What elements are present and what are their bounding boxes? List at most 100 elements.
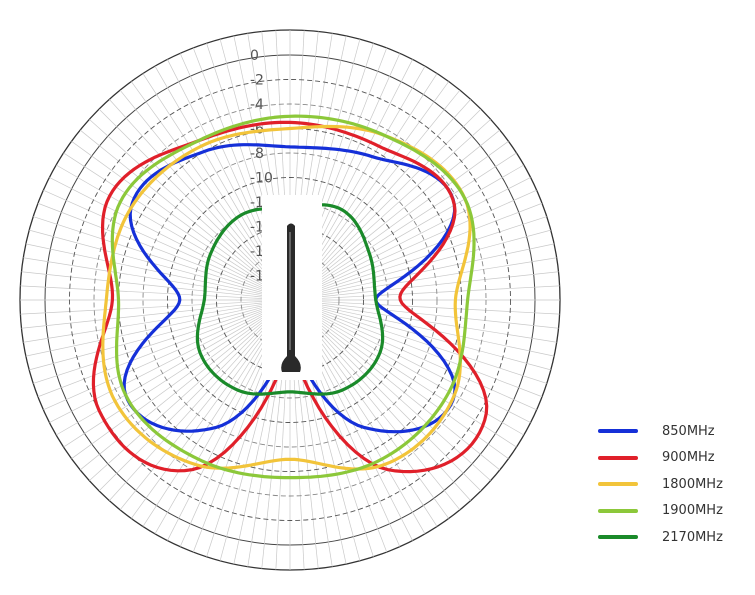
spoke-line [23,302,271,343]
grid-ring [191,201,389,399]
spoke-line [304,119,491,287]
series-line-2170MHz [195,203,385,396]
spoke-line [308,306,543,398]
spoke-line [303,99,471,286]
spoke-line [98,108,277,287]
spoke-line [309,285,560,300]
spoke-line [309,300,560,315]
legend-swatch-1800 [598,482,638,487]
spoke-line [303,108,482,287]
legend-label-2170: 2170MHz [662,529,723,545]
legend-item: 2170MHz [598,524,748,551]
grid-ring [167,177,413,423]
spoke-line [131,81,279,285]
spoke-line [300,316,438,527]
spoke-line [21,271,271,299]
legend-label-850: 850MHz [662,423,715,439]
tick-label: -2 [250,73,264,89]
spoke-line [98,313,277,492]
spoke-line [305,129,501,288]
spoke-line [89,119,276,287]
spoke-line [49,177,273,292]
spoke-line [309,257,557,298]
spoke-line [49,308,273,423]
spoke-line [306,310,517,448]
spoke-line [309,243,555,297]
spoke-line [33,305,272,384]
spoke-line [20,300,271,315]
spoke-line [309,303,555,357]
tick-label: 0 [250,48,259,64]
spoke-line [301,315,449,519]
spoke-line [79,312,275,471]
spoke-line [309,302,557,343]
spoke-line [305,311,509,459]
spoke-line [43,189,272,293]
spoke-line [29,304,271,371]
legend-swatch-2170 [598,535,638,540]
legend-item: 850MHz [598,418,748,445]
grid-ring [142,152,438,448]
tick-label: -8 [250,146,264,162]
spoke-line [20,285,271,300]
spoke-line [25,303,271,357]
legend-swatch-850 [598,429,638,434]
spoke-line [23,257,271,298]
legend-label-1900: 1900MHz [662,503,723,519]
series-line-1900MHz [110,114,476,480]
spoke-line [33,216,272,295]
spoke-line [119,89,278,285]
spoke-line [307,164,525,291]
spoke-line [308,202,543,294]
legend-label-900: 900MHz [662,450,715,466]
spoke-line [63,310,274,448]
spoke-line [131,315,279,519]
spoke-line [55,164,273,291]
antenna-icon [262,195,322,380]
spoke-line [119,315,278,511]
spoke-line [301,81,449,285]
spoke-line [308,305,547,384]
spoke-line [306,152,517,290]
spoke-line [307,177,531,292]
spoke-line [37,202,272,294]
spoke-line [63,152,274,290]
spoke-line [309,271,559,299]
grid-ring [69,79,511,521]
tick-label: -10 [250,171,273,187]
spoke-line [302,89,461,285]
spoke-line [304,313,491,481]
spoke-line [309,304,551,371]
spoke-line [305,141,509,289]
spoke-line [154,65,281,283]
grid-ring [93,103,487,497]
legend-swatch-1900 [598,508,638,513]
spoke-line [307,308,531,423]
legend-item: 900MHz [598,445,748,472]
spoke-line [71,141,275,289]
spoke-line [302,315,461,511]
spoke-line [303,314,471,501]
spoke-line [109,99,277,286]
spoke-line [307,309,525,436]
spoke-line [79,129,275,288]
spoke-line [309,301,559,329]
spoke-line [308,307,537,411]
polar-chart: 0-2-4-6-8-10-12-14-16-18 [19,29,561,571]
spoke-line [142,316,280,527]
spoke-line [71,311,275,459]
spoke-line [300,73,438,284]
legend-label-1800: 1800MHz [662,476,723,492]
legend-swatch-900 [598,455,638,460]
legend: 850MHz 900MHz 1800MHz 1900MHz 2170MHz [598,418,748,551]
spoke-line [55,309,273,436]
legend-item: 1900MHz [598,498,748,525]
tick-label: -4 [250,97,264,113]
spoke-line [43,307,272,411]
spoke-line [25,243,271,297]
legend-item: 1800MHz [598,471,748,498]
spoke-line [305,312,501,471]
spoke-line [21,301,271,329]
spoke-line [89,313,276,481]
spoke-line [109,314,277,501]
